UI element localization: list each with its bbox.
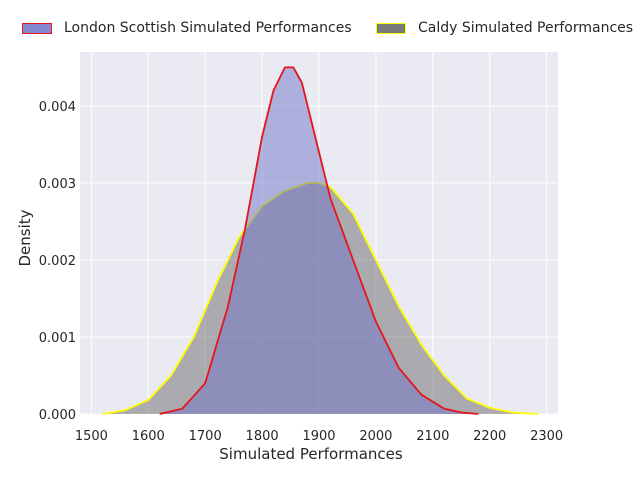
x-tick-label: 2300	[530, 429, 563, 444]
x-tick-label: 1500	[75, 429, 108, 444]
legend-item-london-scottish: London Scottish Simulated Performances	[22, 20, 352, 36]
x-tick-label: 1900	[302, 429, 335, 444]
x-tick-label: 1600	[132, 429, 165, 444]
x-axis-label: Simulated Performances	[219, 445, 403, 463]
y-tick-label: 0.000	[39, 408, 76, 423]
legend-item-caldy: Caldy Simulated Performances	[376, 20, 633, 36]
y-tick-label: 0.003	[39, 177, 76, 192]
x-tick-label: 1800	[246, 429, 279, 444]
legend-label-london-scottish: London Scottish Simulated Performances	[64, 20, 352, 36]
line-london-scottish	[159, 66, 479, 415]
legend-label-caldy: Caldy Simulated Performances	[418, 20, 634, 36]
x-tick-label: 2200	[473, 429, 506, 444]
y-axis-label: Density	[16, 209, 34, 266]
x-tick-label: 2100	[416, 429, 449, 444]
legend-swatch-london-scottish	[22, 22, 52, 34]
area-london-scottish	[159, 67, 479, 415]
y-tick-label: 0.002	[39, 254, 76, 269]
x-tick-label: 1700	[189, 429, 222, 444]
y-tick-label: 0.001	[39, 331, 76, 346]
legend-swatch-caldy	[376, 22, 406, 34]
legend: London Scottish Simulated Performances C…	[0, 20, 640, 40]
y-tick-label: 0.004	[39, 100, 76, 115]
x-tick-label: 2000	[359, 429, 392, 444]
